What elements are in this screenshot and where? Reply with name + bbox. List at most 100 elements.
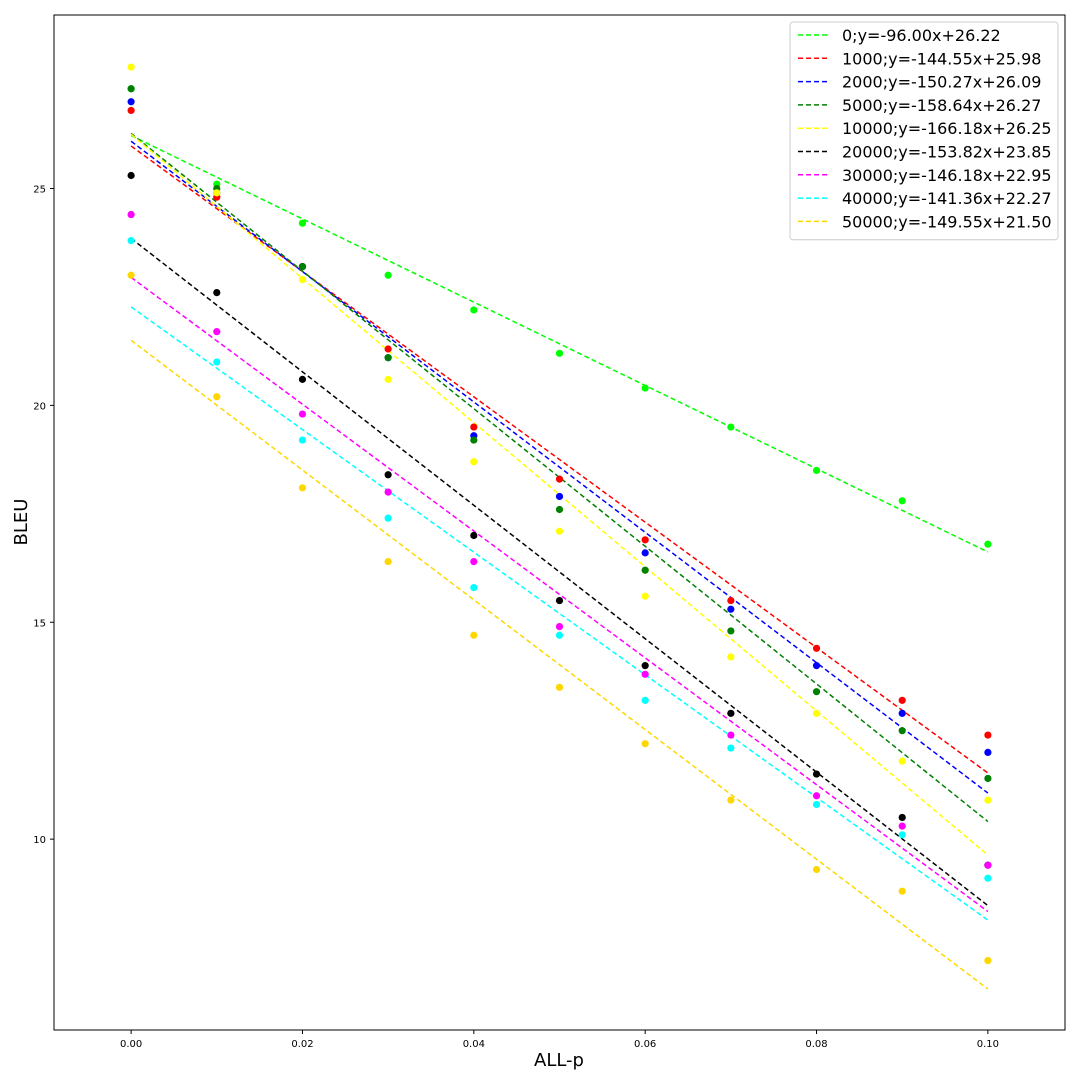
data-point [213,328,221,336]
data-point [470,306,478,314]
data-point [727,796,735,804]
data-point [470,531,478,540]
data-point [641,549,649,557]
data-point [812,770,821,778]
y-axis-ticks: 10 15 20 25 [33,185,54,846]
data-point [555,631,564,639]
data-point [727,605,735,613]
data-point [213,289,221,297]
data-point [984,774,992,783]
data-point [812,709,821,717]
data-point [984,796,992,804]
data-point [898,757,906,765]
data-point [641,566,649,574]
data-point [384,471,392,479]
data-point [298,375,307,383]
data-point [555,349,564,357]
data-point [898,709,906,717]
fit-line-2 [130,140,989,794]
y-axis-label: BLEU [11,499,32,546]
data-point [812,644,821,652]
legend-entry: 20000;y=-153.82x+23.85 [842,143,1052,162]
data-point [898,822,906,830]
y-tick-label: 10 [33,835,46,846]
legend-entry: 2000;y=-150.27x+26.09 [842,73,1041,92]
data-point [727,596,735,605]
x-axis-ticks: 0.00 0.02 0.04 0.06 0.08 0.10 [120,1030,999,1050]
data-point [555,623,564,631]
legend-entry: 10000;y=-166.18x+26.25 [842,119,1052,138]
legend-entry: 5000;y=-158.64x+26.27 [842,96,1041,115]
data-point [213,393,221,401]
data-point [641,696,649,704]
data-point [727,709,735,717]
data-point [470,423,478,431]
data-point [641,740,649,748]
data-point [298,410,307,418]
data-point [984,861,992,869]
data-point [898,696,906,704]
fit-line-8 [130,339,989,990]
data-point [384,557,392,566]
data-point [127,106,135,115]
legend-box [789,21,1059,241]
data-point [727,653,735,661]
data-point [470,458,478,466]
legend-entry: 1000;y=-144.55x+25.98 [842,49,1041,68]
data-point [984,731,992,739]
data-point [984,540,992,548]
data-point [641,384,649,392]
data-point [984,956,992,965]
data-point [812,865,821,874]
data-point [213,358,221,366]
data-point [555,527,564,535]
legend-entry: 40000;y=-141.36x+22.27 [842,189,1052,208]
data-point [727,423,735,431]
data-point [727,744,735,752]
data-point [898,727,906,735]
data-point [555,505,564,514]
legend-entry: 50000;y=-149.55x+21.50 [842,212,1052,231]
data-point [898,887,906,895]
data-point [555,492,564,501]
data-point [898,813,906,822]
data-point [298,436,307,444]
data-point [298,275,307,284]
fit-line-0 [130,134,989,553]
data-point [984,874,992,882]
data-point [127,85,135,93]
x-tick-label: 0.04 [463,1039,485,1050]
legend-entry: 0;y=-96.00x+26.22 [842,26,1001,45]
data-point [298,219,307,227]
data-point [127,98,135,106]
data-point [898,497,906,505]
fit-lines [130,132,989,990]
fit-line-5 [130,237,989,907]
data-point [641,670,649,678]
data-point [470,631,478,639]
data-point [555,475,564,483]
data-point [127,236,135,245]
x-tick-label: 0.08 [805,1039,827,1050]
data-point [898,831,906,839]
data-point [555,683,564,691]
y-tick-label: 20 [33,401,46,412]
data-point [812,688,821,696]
fit-line-3 [130,132,989,823]
y-tick-label: 15 [33,618,46,629]
data-point [470,557,478,566]
data-point [298,484,307,492]
data-point [812,792,821,800]
data-point [127,210,135,219]
fit-line-6 [130,276,989,913]
x-tick-label: 0.00 [120,1039,142,1050]
data-point [127,171,135,180]
data-point [384,375,392,383]
y-tick-label: 25 [33,185,46,196]
data-points [127,63,992,965]
x-tick-label: 0.02 [291,1039,313,1050]
data-point [727,627,735,635]
data-point [384,514,392,522]
legend: 0;y=-96.00x+26.22 1000;y=-144.55x+25.98 20… [789,21,1059,241]
data-point [641,662,649,670]
